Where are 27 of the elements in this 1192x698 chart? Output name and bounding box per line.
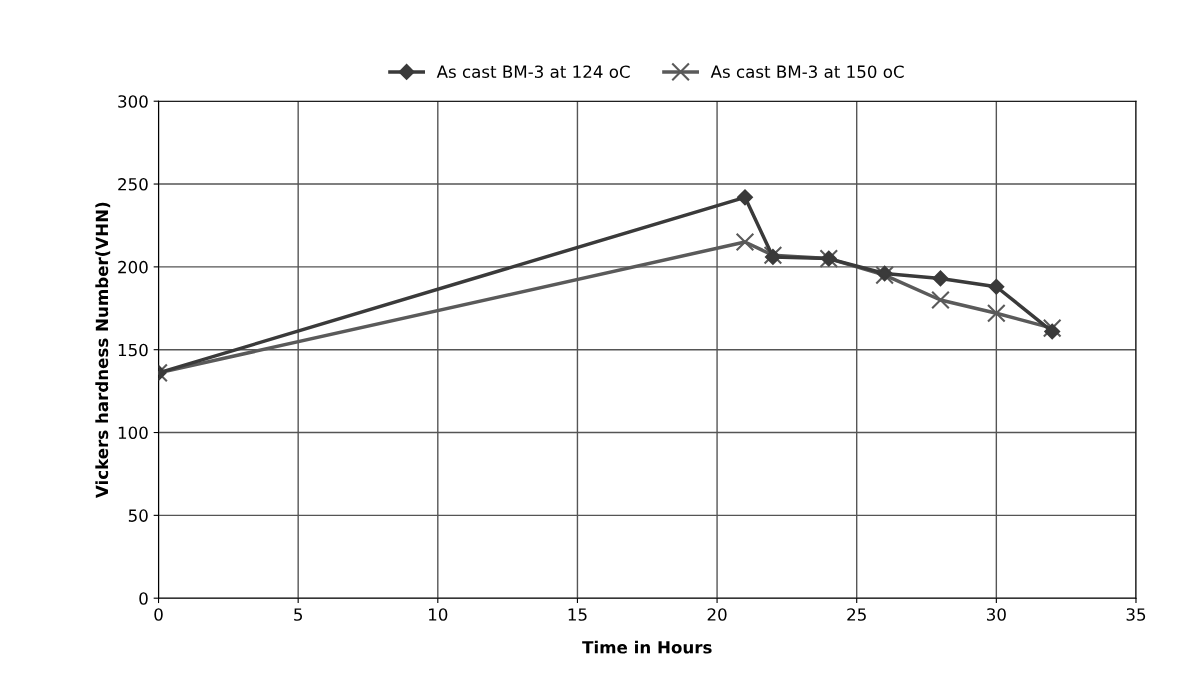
x-tick-label: 30 — [987, 608, 1006, 621]
y-tick-label: 200 — [118, 260, 148, 274]
y-axis-title: Vickers hardness Number(VHN) — [95, 202, 111, 499]
x-tick-label: 20 — [707, 608, 727, 621]
legend-label: As cast BM-3 at 124 oC — [436, 65, 630, 79]
point — [1042, 318, 1062, 338]
y-tick-label: 50 — [128, 509, 148, 522]
point — [986, 303, 1006, 323]
point — [1044, 323, 1061, 340]
x-axis-title: Time in Hours — [582, 640, 712, 654]
y-tick-label: 150 — [118, 343, 148, 357]
point — [931, 290, 950, 310]
x-tick-label: 15 — [568, 608, 587, 621]
point — [735, 232, 755, 252]
point — [932, 270, 949, 287]
x-tick-label: 10 — [429, 608, 448, 621]
point — [988, 278, 1005, 295]
y-tick-label: 300 — [118, 95, 148, 108]
x-tick-label: 0 — [154, 608, 163, 621]
x-tick-label: 25 — [847, 608, 866, 621]
y-tick-label: 0 — [139, 592, 148, 605]
y-tick-label: 100 — [118, 426, 148, 440]
y-tick-label: 250 — [118, 178, 148, 191]
x-tick-label: 5 — [294, 608, 303, 621]
point — [737, 189, 753, 206]
legend-label: As cast BM-3 at 150 oC — [710, 65, 904, 79]
x-tick-label: 35 — [1126, 608, 1146, 621]
